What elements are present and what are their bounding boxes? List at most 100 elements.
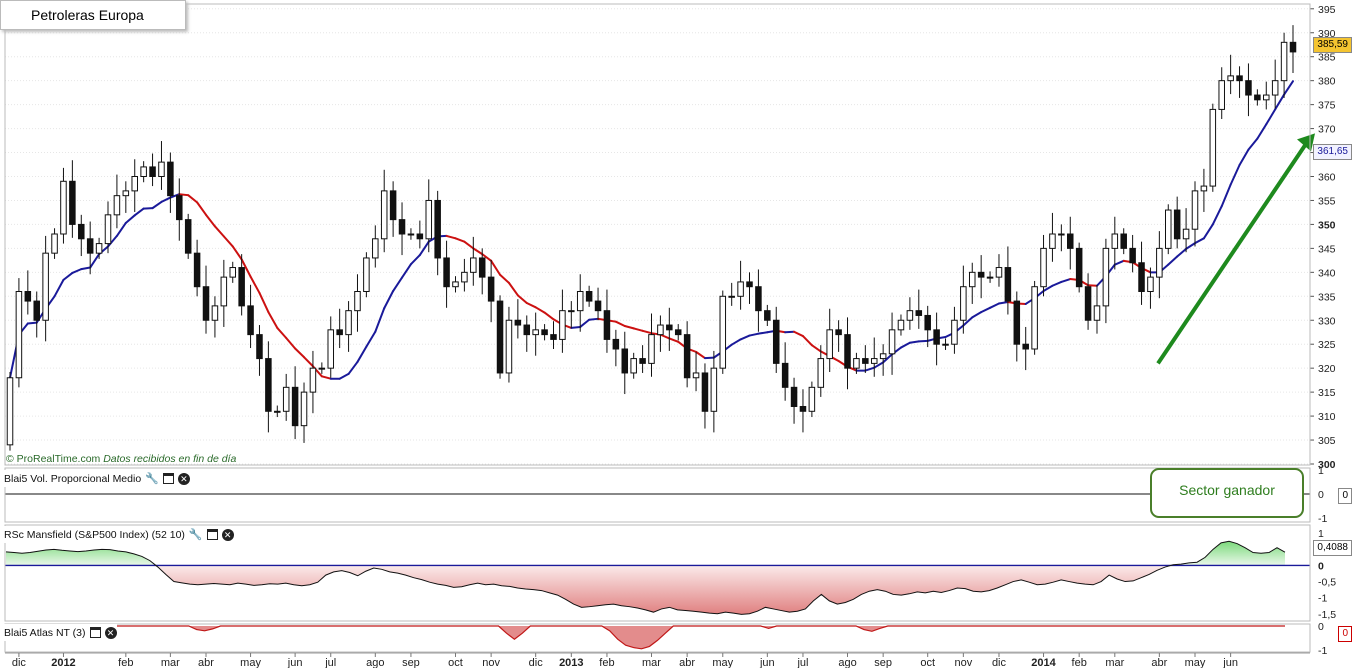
trend-arrow-shaft xyxy=(1156,141,1309,365)
candle-up xyxy=(122,190,130,197)
ma-segment xyxy=(739,334,751,341)
candlestick-series xyxy=(6,25,1297,451)
candle-up xyxy=(710,367,718,412)
ma-segment xyxy=(899,341,911,349)
rsc-value-tag: 0,4088 xyxy=(1313,540,1352,556)
candle-down xyxy=(1075,247,1083,288)
candle-down xyxy=(86,238,94,254)
ma-segment xyxy=(356,345,368,363)
ma-segment xyxy=(801,335,813,347)
ma-segment xyxy=(124,214,136,224)
candle-up xyxy=(1227,75,1234,82)
candle-down xyxy=(69,180,76,225)
price-tick-label: 390 xyxy=(1318,28,1336,40)
ma-segment xyxy=(1042,284,1054,293)
ma-segment xyxy=(507,281,519,297)
ma-segment xyxy=(89,253,101,269)
time-tick-label: abr xyxy=(1151,657,1167,668)
candle-up xyxy=(960,286,967,321)
vol-panel-label: Blai5 Vol. Proporcional Medio 🔧 ✕ xyxy=(4,470,190,487)
candle-up xyxy=(568,310,575,313)
data-credit: © ProRealTime.com Datos recibidos en fin… xyxy=(6,453,236,465)
candle-down xyxy=(24,291,32,302)
candle-down xyxy=(291,386,299,427)
wrench-icon[interactable]: 🔧 xyxy=(145,473,159,485)
price-tick-label: 345 xyxy=(1318,243,1336,255)
ma-segment xyxy=(294,347,306,359)
candle-down xyxy=(772,319,780,364)
rsc-tick-label: -1 xyxy=(1318,593,1327,605)
candle-up xyxy=(309,367,317,393)
candle-up xyxy=(327,329,335,369)
ma-segment xyxy=(1256,123,1268,140)
ma-segment xyxy=(1283,80,1294,96)
candle-down xyxy=(933,329,940,345)
ma-segment xyxy=(71,268,83,274)
ma-segment xyxy=(285,336,297,350)
vol-value: 0 xyxy=(1342,490,1348,501)
ma-segment xyxy=(525,302,537,309)
ma-segment xyxy=(668,337,680,343)
candle-up xyxy=(354,291,361,312)
candle-up xyxy=(452,281,459,288)
ma-segment xyxy=(383,290,395,310)
candle-down xyxy=(1120,233,1127,249)
ma-segment xyxy=(454,237,466,243)
close-icon[interactable]: ✕ xyxy=(177,472,190,485)
candle-down xyxy=(514,319,522,326)
credit-site: © ProRealTime.com xyxy=(6,453,101,465)
candle-down xyxy=(523,324,531,336)
atlas-panel-title: Blai5 Atlas NT (3) xyxy=(4,626,86,639)
ma-segment xyxy=(641,329,653,335)
ma-segment xyxy=(205,213,216,228)
ma-segment xyxy=(1220,183,1232,208)
ma-segment xyxy=(222,235,234,248)
rsc-tick-label: 0 xyxy=(1318,560,1324,572)
candle-down xyxy=(1289,41,1297,53)
time-tick-label: 2014 xyxy=(1031,657,1056,668)
vol-panel-title: Blai5 Vol. Proporcional Medio xyxy=(4,472,142,485)
candle-down xyxy=(781,362,789,388)
ma-segment xyxy=(133,207,145,217)
candle-up xyxy=(461,271,468,283)
atlas-line xyxy=(6,625,1285,650)
time-tick-label: mar xyxy=(642,657,661,668)
candle-up xyxy=(1200,185,1208,192)
candle-down xyxy=(202,286,210,321)
candle-up xyxy=(1182,228,1190,240)
ma-segment xyxy=(730,338,742,346)
maximize-icon[interactable] xyxy=(206,529,218,540)
candle-down xyxy=(336,329,343,336)
close-icon[interactable]: ✕ xyxy=(221,528,234,541)
candle-down xyxy=(746,281,753,288)
candle-down xyxy=(487,276,495,302)
candle-down xyxy=(265,358,272,412)
close-icon[interactable]: ✕ xyxy=(104,626,117,639)
ma-segment xyxy=(980,306,992,314)
time-tick-label: abr xyxy=(198,657,214,668)
candle-down xyxy=(585,291,593,302)
ma-segment xyxy=(1176,247,1188,258)
time-tick-label: oct xyxy=(920,657,935,668)
time-tick-label: may xyxy=(712,657,733,668)
wrench-icon[interactable]: 🔧 xyxy=(188,529,203,541)
ma-segment xyxy=(588,317,600,321)
ma-segment xyxy=(1060,278,1072,283)
candle-up xyxy=(1209,108,1217,187)
ma-segment xyxy=(882,353,894,364)
ma-segment xyxy=(579,318,591,328)
ma-segment xyxy=(365,330,377,348)
maximize-icon[interactable] xyxy=(162,473,174,484)
ma-segment xyxy=(1247,137,1259,151)
ma-segment xyxy=(1229,164,1241,186)
candle-up xyxy=(728,295,735,298)
price-tick-label: 310 xyxy=(1318,411,1336,423)
candle-up xyxy=(986,276,994,279)
candle-up xyxy=(870,358,878,364)
price-tick-label: 305 xyxy=(1318,435,1336,447)
maximize-icon[interactable] xyxy=(89,627,101,638)
time-tick-label: ago xyxy=(838,657,856,668)
candle-down xyxy=(621,348,629,374)
rsc-tick-label: -1,5 xyxy=(1318,609,1336,621)
